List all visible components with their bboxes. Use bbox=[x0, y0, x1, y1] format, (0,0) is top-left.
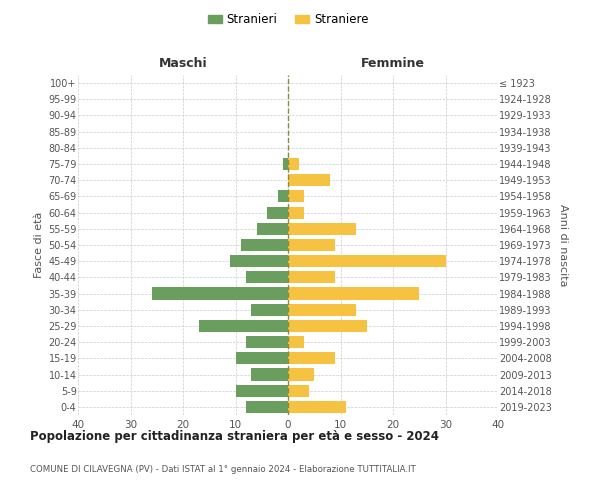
Bar bbox=[241, 239, 288, 251]
Bar bbox=[235, 384, 288, 397]
Bar bbox=[288, 401, 346, 413]
Bar bbox=[288, 255, 445, 268]
Text: Popolazione per cittadinanza straniera per età e sesso - 2024: Popolazione per cittadinanza straniera p… bbox=[30, 430, 439, 443]
Bar bbox=[230, 255, 288, 268]
Bar bbox=[288, 206, 304, 218]
Bar bbox=[288, 336, 304, 348]
Bar bbox=[288, 158, 299, 170]
Bar bbox=[267, 206, 288, 218]
Bar bbox=[288, 352, 335, 364]
Text: Femmine: Femmine bbox=[361, 57, 425, 70]
Bar bbox=[288, 320, 367, 332]
Bar bbox=[288, 222, 356, 235]
Bar bbox=[246, 401, 288, 413]
Bar bbox=[288, 239, 335, 251]
Bar bbox=[288, 174, 330, 186]
Bar bbox=[288, 272, 335, 283]
Text: Maschi: Maschi bbox=[158, 57, 208, 70]
Bar bbox=[251, 304, 288, 316]
Bar bbox=[288, 190, 304, 202]
Bar bbox=[288, 368, 314, 380]
Bar bbox=[246, 336, 288, 348]
Legend: Stranieri, Straniere: Stranieri, Straniere bbox=[203, 8, 373, 31]
Bar bbox=[257, 222, 288, 235]
Bar bbox=[288, 384, 309, 397]
Bar bbox=[246, 272, 288, 283]
Bar bbox=[251, 368, 288, 380]
Bar bbox=[151, 288, 288, 300]
Bar bbox=[235, 352, 288, 364]
Bar bbox=[199, 320, 288, 332]
Bar bbox=[288, 288, 419, 300]
Bar bbox=[277, 190, 288, 202]
Y-axis label: Anni di nascita: Anni di nascita bbox=[558, 204, 568, 286]
Bar bbox=[283, 158, 288, 170]
Y-axis label: Fasce di età: Fasce di età bbox=[34, 212, 44, 278]
Bar bbox=[288, 304, 356, 316]
Text: COMUNE DI CILAVEGNA (PV) - Dati ISTAT al 1° gennaio 2024 - Elaborazione TUTTITAL: COMUNE DI CILAVEGNA (PV) - Dati ISTAT al… bbox=[30, 465, 416, 474]
